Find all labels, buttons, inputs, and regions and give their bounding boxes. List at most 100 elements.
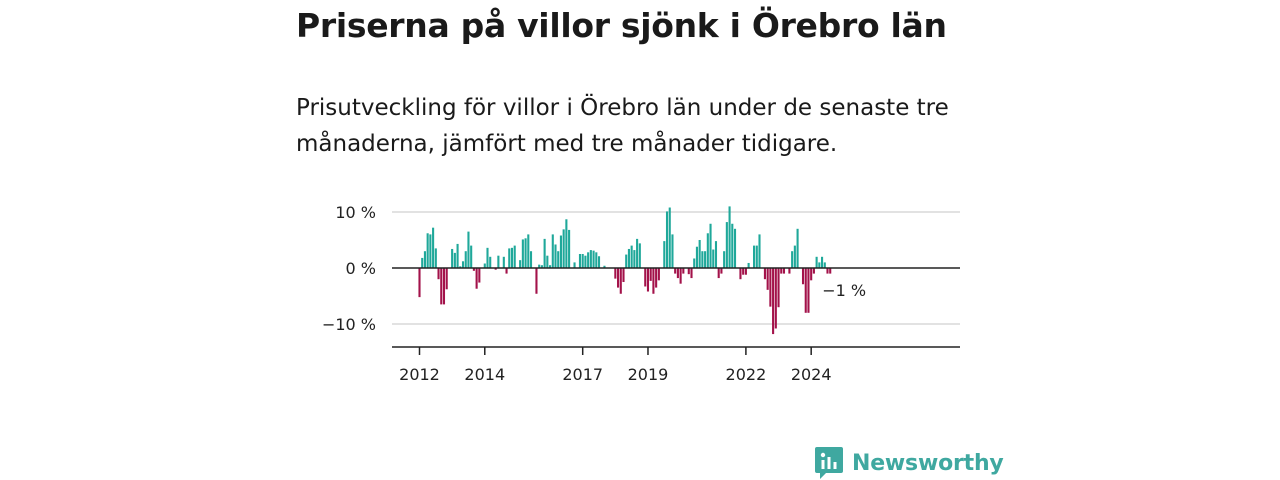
bar (801, 268, 805, 285)
bar (633, 250, 636, 268)
bar (453, 252, 456, 268)
bar (614, 268, 617, 279)
bar (562, 229, 565, 268)
bar (657, 268, 660, 281)
bar (725, 222, 728, 268)
newsworthy-logo: Newsworthy (814, 446, 1004, 480)
bar (625, 254, 628, 268)
bar (747, 262, 750, 268)
x-tick-label: 2012 (399, 365, 440, 384)
bar (701, 251, 704, 268)
bar (706, 233, 709, 268)
bar (714, 241, 718, 268)
bar (540, 265, 543, 268)
bar (421, 257, 424, 268)
bar (587, 252, 590, 268)
bar (774, 268, 777, 329)
bar (695, 246, 698, 268)
bar (810, 268, 813, 281)
bar (510, 247, 514, 268)
bar (521, 239, 524, 268)
bar (535, 268, 538, 294)
bar (636, 238, 639, 268)
bar (456, 243, 459, 268)
bar (744, 268, 747, 275)
bar (674, 268, 677, 274)
x-tick-label: 2019 (628, 365, 669, 384)
bar (742, 268, 745, 275)
bar (573, 262, 576, 268)
bar (538, 264, 541, 268)
x-tick-label: 2022 (726, 365, 767, 384)
bar (644, 268, 647, 287)
bar (592, 250, 595, 268)
bar (772, 268, 775, 335)
bar (763, 268, 766, 280)
bar (478, 268, 481, 283)
bar (472, 268, 475, 271)
bar (791, 251, 794, 268)
bar (638, 243, 641, 268)
bar (551, 234, 554, 268)
bar (826, 268, 829, 274)
bar (557, 251, 560, 268)
y-tick-label: 10 % (335, 203, 376, 222)
bar (780, 268, 783, 274)
bar (423, 251, 426, 268)
bar (728, 206, 731, 268)
bar (821, 256, 824, 268)
bar (668, 207, 671, 268)
last-value-label: −1 % (822, 281, 866, 300)
bar (682, 268, 685, 274)
bar (432, 227, 435, 268)
newsworthy-logo-icon (815, 447, 843, 479)
bar (437, 268, 440, 280)
bar (663, 241, 666, 268)
bar (733, 228, 737, 268)
bar (704, 251, 707, 268)
bar (489, 256, 492, 268)
bar (513, 245, 516, 268)
bar (483, 263, 486, 268)
bar (777, 268, 780, 308)
bar (758, 234, 761, 268)
bar (584, 255, 587, 268)
chart-title: Priserna på villor sjönk i Örebro län (296, 6, 947, 45)
bar (712, 249, 715, 268)
bar (717, 268, 720, 279)
gridlines (392, 211, 960, 325)
bar (549, 265, 552, 268)
bar (731, 223, 734, 268)
bar (687, 268, 690, 275)
bar (451, 248, 454, 268)
bar (698, 240, 701, 268)
x-tick-label: 2014 (464, 365, 505, 384)
bar (581, 254, 584, 268)
bar (627, 248, 630, 268)
bar (788, 268, 791, 274)
bar (630, 245, 633, 268)
y-tick-label: 0 % (346, 259, 376, 278)
bar (807, 268, 810, 313)
bar (646, 268, 650, 292)
bar (486, 247, 489, 268)
bar (617, 268, 620, 288)
bar (812, 268, 815, 274)
bar (445, 268, 448, 290)
bar (578, 254, 582, 268)
bar (568, 229, 571, 268)
bar (508, 248, 511, 268)
bar (671, 234, 674, 268)
x-tick-label: 2024 (791, 365, 832, 384)
bar (793, 245, 796, 268)
bar (693, 258, 696, 268)
newsworthy-logo-text: Newsworthy (852, 450, 1004, 476)
x-axis-ticks: 2012 2014 2017 2019 2022 2024 (399, 347, 832, 384)
y-tick-label: −10 % (322, 315, 376, 334)
bar (652, 268, 655, 294)
bar (622, 268, 625, 282)
bar (426, 233, 429, 268)
bar (418, 268, 421, 298)
bar (823, 262, 826, 268)
